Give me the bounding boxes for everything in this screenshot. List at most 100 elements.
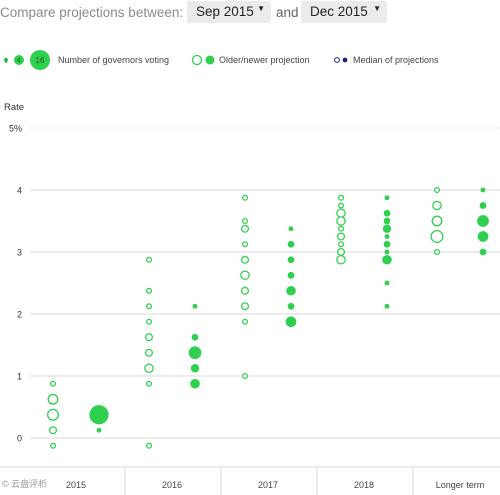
older-projection-dot [336, 232, 346, 241]
newer-projection-dot [384, 249, 390, 255]
x-axis-labels: 2015 2016 2017 2018 Longer term [66, 480, 484, 490]
newer-projection-dot [287, 302, 295, 310]
legend-older-dot [191, 54, 203, 66]
older-projection-dot [46, 408, 60, 421]
y-tick-label: 0 [17, 434, 22, 444]
x-tick-label: 2018 [354, 480, 374, 490]
legend-median-older-dot [334, 57, 340, 63]
older-projection-dot [145, 380, 153, 387]
watermark-text: © 云盘评析 [0, 476, 50, 491]
y-axis-title: Rate [4, 102, 25, 113]
x-tick-label: 2016 [162, 480, 182, 490]
dots-layer [46, 186, 489, 449]
newer-projection-dot [384, 280, 390, 286]
newer-projection-dot [96, 427, 102, 433]
newer-projection-dot [479, 202, 487, 209]
newer-projection-dot [288, 226, 294, 232]
newer-projection-dot [285, 316, 297, 328]
older-projection-dot [337, 194, 345, 201]
older-projection-dot [145, 287, 153, 294]
newer-projection-dot [384, 195, 390, 201]
older-projection-dot [336, 216, 346, 226]
projection-compare-header: Compare projections between: Sep 2015 ▼ … [0, 0, 500, 28]
x-tick-label: 2017 [258, 480, 278, 490]
older-projection-dot [240, 255, 250, 264]
newer-projection-dot [383, 217, 391, 225]
older-projection-dot [431, 215, 443, 227]
older-projection-dot [240, 224, 250, 233]
older-projection-dot [145, 303, 153, 310]
y-tick-label: 4 [17, 186, 22, 196]
older-projection-dot [241, 241, 249, 248]
older-projection-dot [145, 318, 153, 325]
legend-size-16-dot [30, 50, 50, 70]
legend-size-1-label: 1 [4, 59, 8, 65]
from-date-select[interactable]: Sep 2015 ▼ [187, 1, 271, 23]
newer-projection-dot [384, 303, 390, 309]
newer-projection-dot [191, 333, 199, 341]
legend-median-newer-dot [342, 57, 348, 63]
newer-projection-dot [286, 285, 296, 296]
older-projection-dot [337, 241, 345, 248]
newer-projection-dot [190, 378, 200, 389]
newer-projection-dot [477, 231, 489, 242]
to-date-value: Dec 2015 [310, 4, 368, 19]
y-tick-label: 2 [17, 310, 22, 320]
older-projection-dot [336, 247, 346, 257]
to-date-select[interactable]: Dec 2015 ▼ [301, 1, 387, 23]
legend-glyphs: 1 4 16 [4, 50, 348, 70]
dot-plot-chart: 0 1 2 3 4 5% 2015 2016 2017 2018 Longer term [0, 124, 500, 495]
newer-projection-dot [477, 215, 489, 227]
newer-projection-dot [89, 405, 109, 425]
chart-legend: 1 4 16 [0, 44, 500, 76]
and-label: and [276, 5, 299, 20]
y-tick-label: 1 [17, 372, 22, 382]
newer-projection-dot [188, 346, 202, 360]
older-projection-dot [241, 217, 249, 225]
older-projection-dot [240, 270, 250, 281]
from-date-value: Sep 2015 [196, 4, 254, 19]
compare-label: Compare projections between: [0, 5, 184, 20]
newer-projection-dot [287, 256, 295, 264]
dropdown-arrow-icon: ▼ [373, 4, 381, 13]
grid-layer: 0 1 2 3 4 5% [0, 124, 500, 495]
newer-projection-dot [287, 271, 295, 279]
newer-projection-dot [384, 234, 390, 239]
x-tick-label: Longer term [436, 480, 485, 490]
older-projection-dot [337, 202, 345, 209]
older-projection-dot [145, 442, 153, 449]
older-projection-dot [49, 442, 57, 449]
legend-median-text: Median of projections [353, 55, 439, 65]
legend-newer-dot [205, 55, 215, 65]
newer-projection-dot [190, 364, 200, 373]
older-projection-dot [144, 333, 154, 342]
older-projection-dot [432, 200, 442, 211]
older-projection-dot [241, 194, 249, 201]
older-projection-dot [336, 254, 346, 265]
newer-projection-dot [382, 254, 392, 265]
newer-projection-dot [383, 209, 391, 217]
older-projection-dot [241, 372, 249, 380]
newer-projection-dot [192, 303, 198, 309]
older-projection-dot [337, 225, 345, 232]
dropdown-arrow-icon: ▼ [257, 4, 265, 13]
x-tick-label: 2015 [66, 480, 86, 490]
older-projection-dot [336, 208, 346, 219]
older-projection-dot [240, 286, 250, 295]
legend-size-text: Number of governors voting [58, 55, 170, 65]
newer-projection-dot [383, 240, 391, 248]
legend-projection-text: Older/newer projection [219, 55, 310, 65]
y-tick-label: 5% [9, 124, 22, 134]
y-tick-label: 3 [17, 248, 22, 258]
older-projection-dot [240, 302, 250, 311]
older-projection-dot [241, 318, 249, 325]
legend-size-16-label: 16 [36, 56, 45, 65]
newer-projection-dot [382, 224, 392, 233]
older-projection-dot [144, 363, 154, 374]
legend-size-1-dot [4, 58, 8, 62]
newer-projection-dot [287, 240, 295, 248]
older-projection-dot [433, 248, 441, 256]
newer-projection-dot [480, 187, 486, 193]
older-projection-dot [47, 393, 59, 405]
older-projection-dot [144, 348, 154, 357]
